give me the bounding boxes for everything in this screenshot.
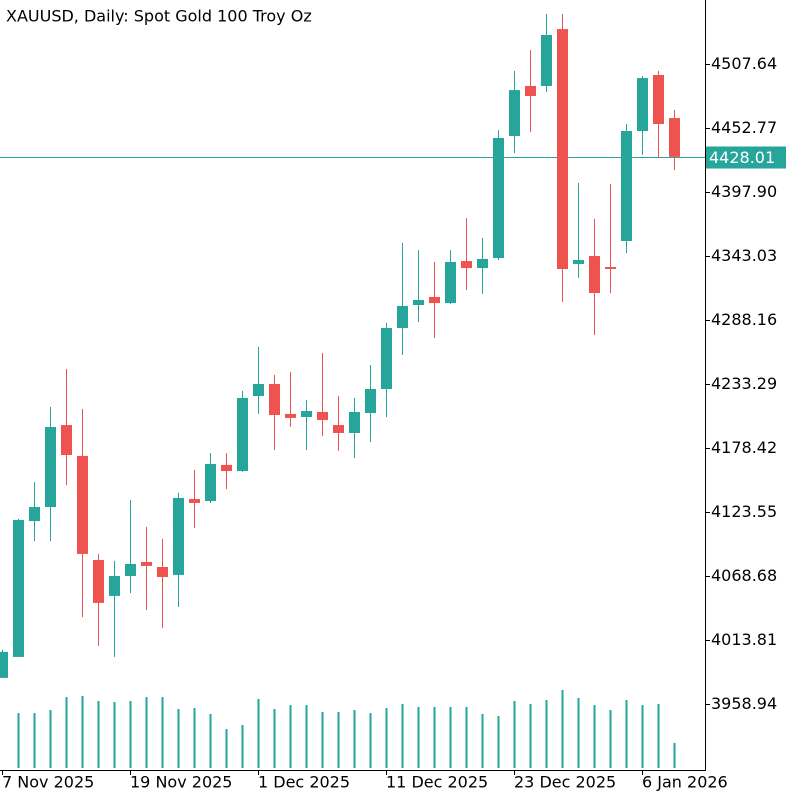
candle-body (285, 413, 296, 418)
candle-body (93, 559, 104, 603)
candle-body (301, 411, 312, 417)
y-tick-label: 4068.68 (711, 566, 777, 585)
candle-body (77, 455, 88, 554)
y-tick-label: 4013.81 (711, 630, 777, 649)
candle-body (0, 651, 8, 678)
x-tick-label: 19 Nov 2025 (130, 773, 232, 792)
candle-body (157, 566, 168, 578)
candle-body (381, 328, 392, 390)
candle-body (605, 266, 616, 269)
candle-body (477, 258, 488, 269)
candle-body (461, 261, 472, 269)
candle-body (589, 256, 600, 294)
candle-body (141, 561, 152, 566)
candle-body (669, 118, 680, 157)
candle-body (621, 130, 632, 241)
candle-body (237, 397, 248, 472)
y-tick-label: 4123.55 (711, 502, 777, 521)
candle-body (13, 519, 24, 657)
candle-body (205, 464, 216, 501)
candle-body (189, 498, 200, 503)
current-price-box (706, 146, 786, 169)
candle-body (653, 75, 664, 124)
candle-body (317, 411, 328, 421)
x-tick-label: 23 Dec 2025 (514, 773, 616, 792)
x-tick-label: 11 Dec 2025 (386, 773, 488, 792)
y-tick-label: 4288.16 (711, 310, 777, 329)
y-tick-label: 4178.42 (711, 438, 777, 457)
candle-body (429, 296, 440, 304)
chart-title: XAUUSD, Daily: Spot Gold 100 Troy Oz (6, 7, 312, 26)
candle-body (509, 90, 520, 137)
y-tick-label: 4507.64 (711, 54, 777, 73)
candle-body (125, 563, 136, 576)
candle-body (637, 78, 648, 131)
candle-body (45, 427, 56, 508)
candle-body (413, 300, 424, 306)
candle-body (61, 425, 72, 456)
candle-body (173, 497, 184, 575)
candle-body (253, 383, 264, 397)
candle-body (541, 35, 552, 86)
candle-body (109, 575, 120, 596)
candle-body (397, 305, 408, 329)
candle-body (269, 383, 280, 416)
candle-body (365, 389, 376, 414)
candle-body (573, 260, 584, 264)
x-tick-label: 6 Jan 2026 (642, 773, 728, 792)
x-tick-label: 7 Nov 2025 (2, 773, 94, 792)
y-tick-label: 4343.03 (711, 246, 777, 265)
y-tick-label: 4233.29 (711, 374, 777, 393)
current-price-label: 4428.01 (709, 148, 775, 167)
x-tick-label: 1 Dec 2025 (258, 773, 350, 792)
candle-body (349, 411, 360, 433)
candle-body (525, 85, 536, 97)
candle-body (493, 137, 504, 259)
y-tick-label: 4397.90 (711, 182, 777, 201)
candle-body (557, 29, 568, 269)
candle-body (29, 507, 40, 522)
y-tick-label: 3958.94 (711, 694, 777, 713)
candle-body (333, 425, 344, 433)
candle-body (445, 261, 456, 304)
y-tick-label: 4452.77 (711, 118, 777, 137)
candle-body (221, 464, 232, 472)
